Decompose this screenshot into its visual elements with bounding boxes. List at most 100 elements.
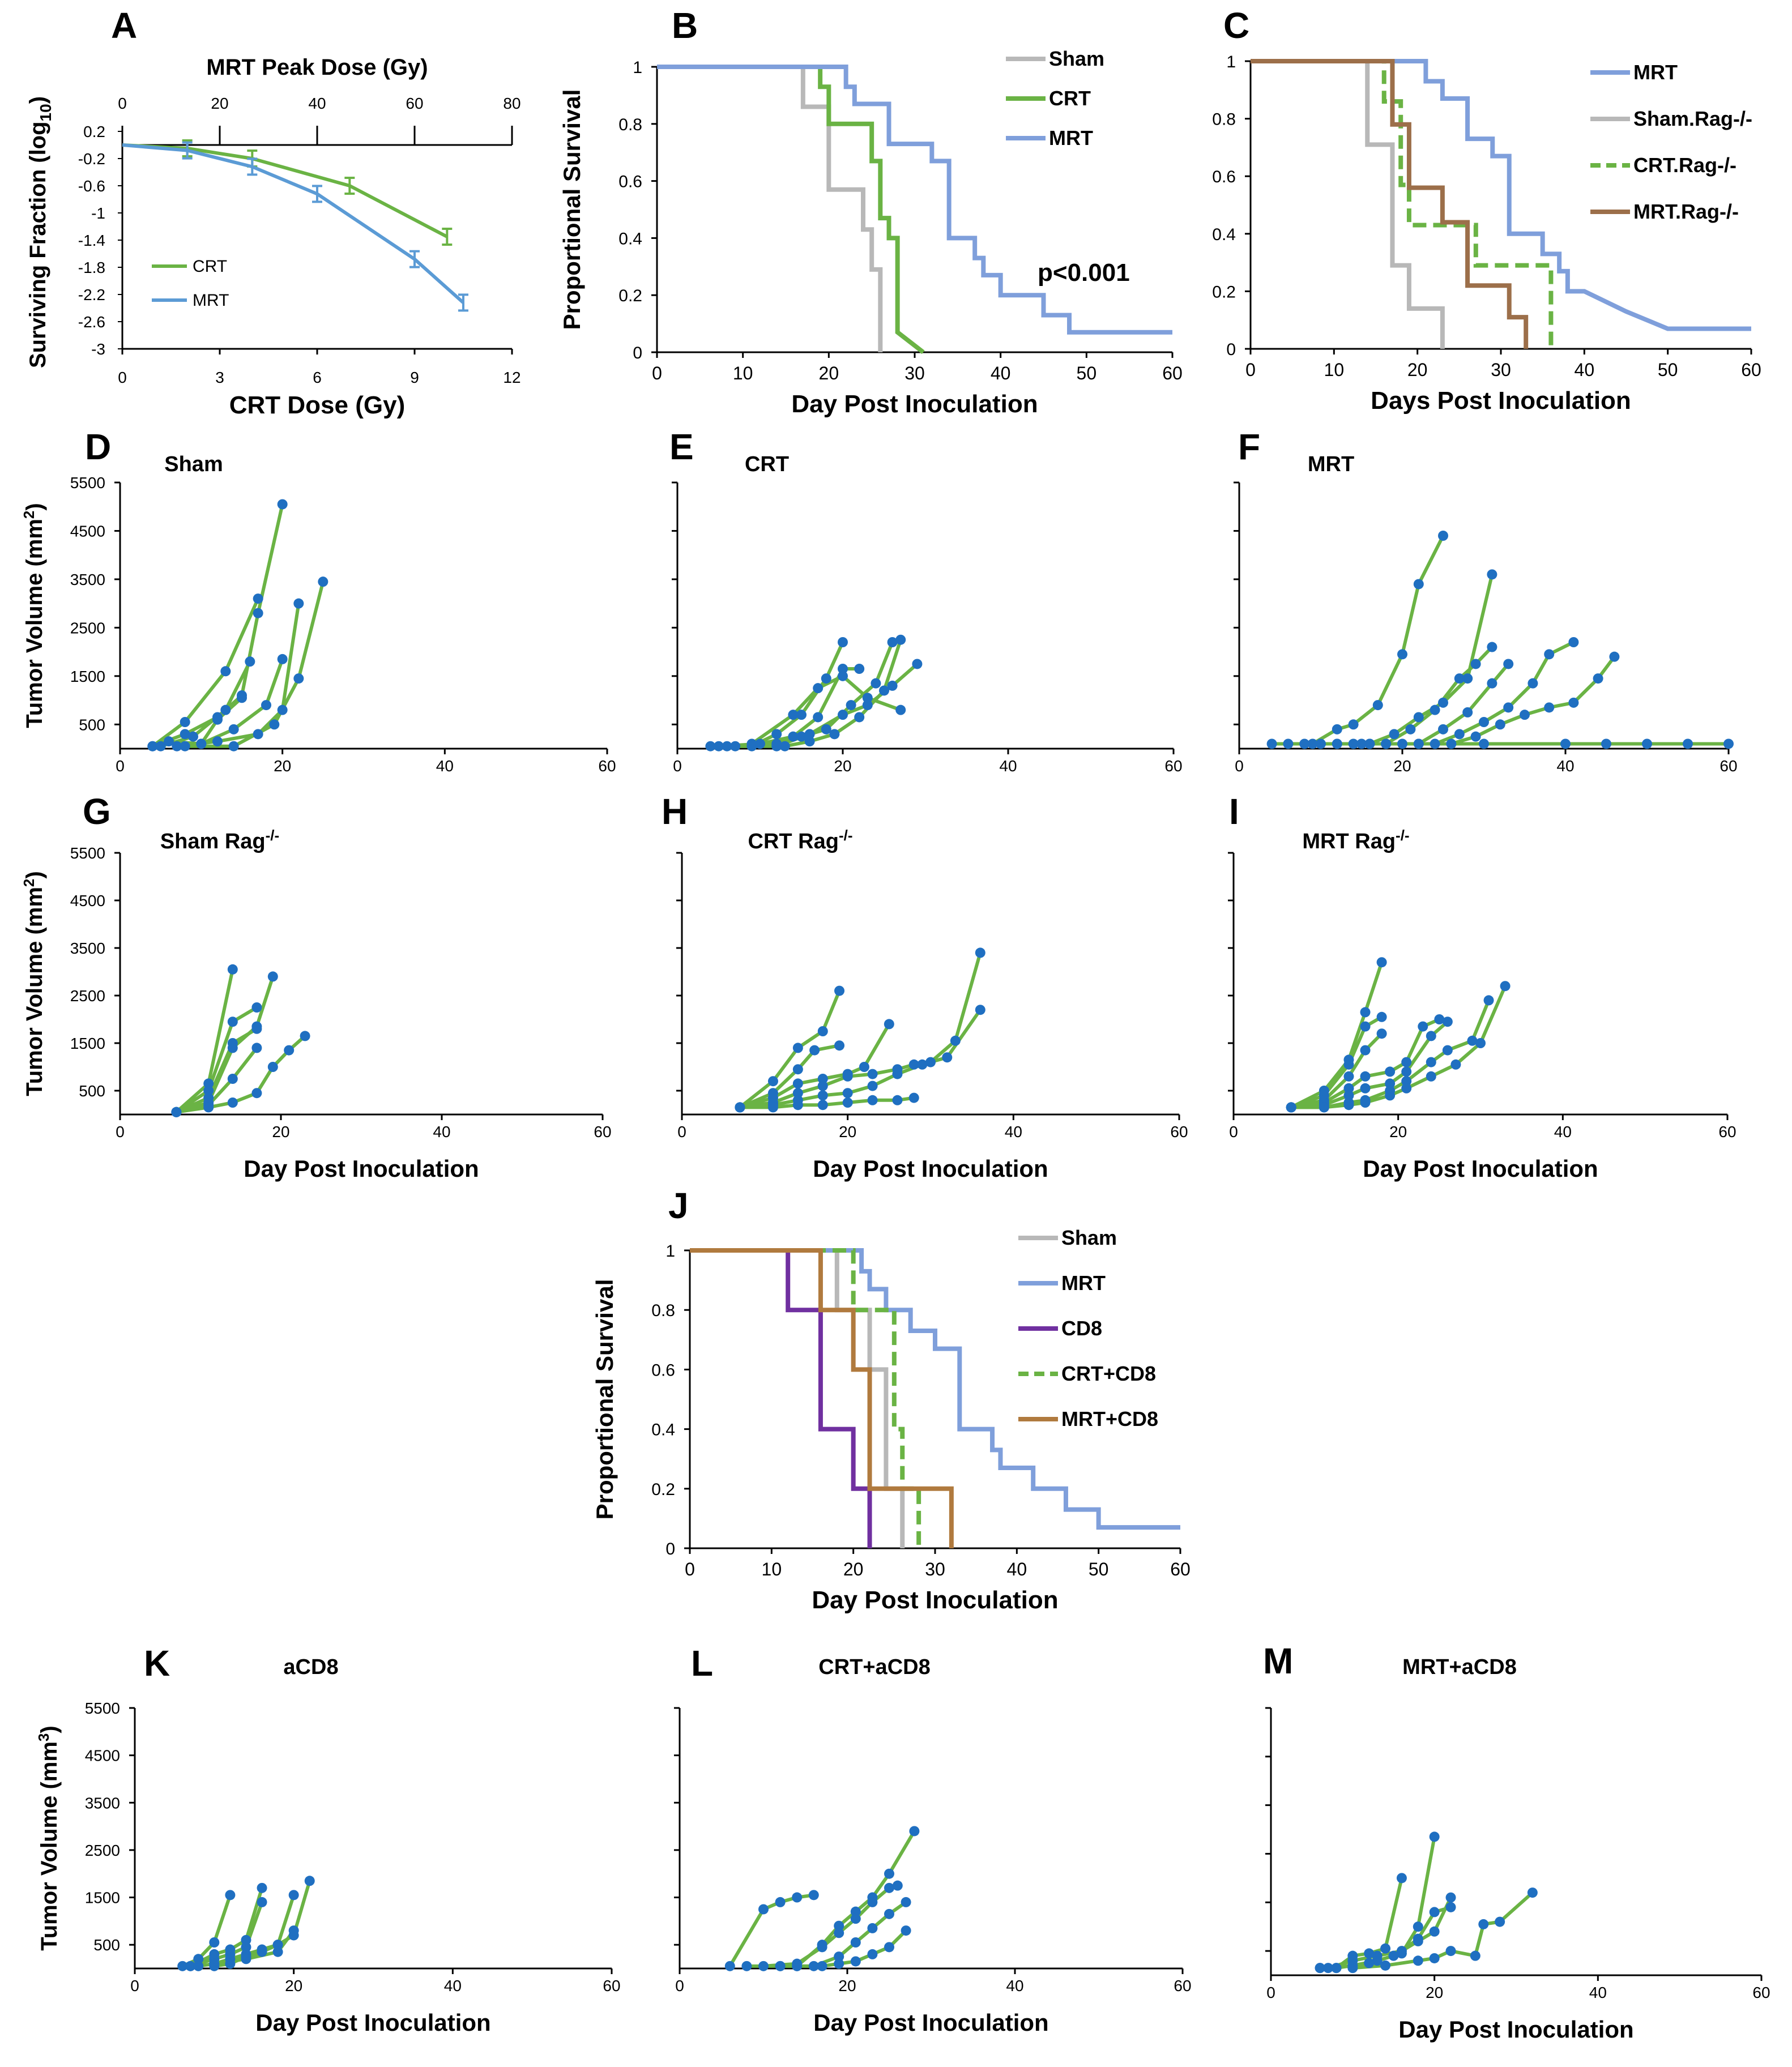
data-point <box>867 1095 878 1105</box>
data-point <box>1413 579 1424 590</box>
data-point <box>1401 1083 1412 1094</box>
km-curve-mrt-rag- <box>1251 59 1529 349</box>
x-tick-label: 60 <box>598 757 616 775</box>
data-point <box>1475 1038 1486 1048</box>
x-tick-label: 20 <box>843 1559 864 1579</box>
data-point <box>1478 1919 1489 1929</box>
data-point <box>1429 1831 1440 1842</box>
panel-letter-h: H <box>662 791 688 832</box>
panel-k-title: aCD8 <box>283 1655 338 1679</box>
tumor-growth-line <box>1353 640 1575 746</box>
km-curve-mrt-cd8 <box>690 1248 954 1548</box>
data-point <box>1442 1045 1453 1056</box>
data-point <box>1413 1921 1423 1932</box>
x-tick-label: 60 <box>1170 1559 1191 1579</box>
data-point <box>1331 1963 1342 1974</box>
panel-letter-b: B <box>672 5 698 46</box>
data-point <box>788 731 799 742</box>
data-point <box>253 729 263 740</box>
data-point <box>1683 738 1693 749</box>
data-point <box>871 678 881 689</box>
x-tick-label: 6 <box>313 369 322 386</box>
data-point <box>1560 738 1571 749</box>
data-point <box>193 1954 204 1964</box>
error-bar <box>247 157 258 176</box>
y-tick-label: 1 <box>665 1242 675 1261</box>
x-tick-label: 0 <box>677 1123 686 1141</box>
data-point <box>277 654 288 664</box>
data-point <box>1381 738 1392 749</box>
y-tick-label: 3500 <box>70 571 105 588</box>
data-point <box>1385 1066 1396 1077</box>
error-bar <box>312 185 322 203</box>
x-tick-label: 0 <box>675 1977 684 1995</box>
x-tick-label: 20 <box>819 363 839 383</box>
data-point <box>1601 738 1611 749</box>
data-point <box>164 736 174 747</box>
data-point <box>950 1035 961 1046</box>
y-tick-label: 1500 <box>70 668 105 685</box>
data-point <box>813 683 824 694</box>
data-point <box>792 1892 803 1903</box>
data-point <box>867 1949 878 1959</box>
data-point <box>1527 1887 1538 1898</box>
y-tick-label: -1.8 <box>78 259 105 276</box>
data-point <box>895 704 906 715</box>
panel-letter-f: F <box>1238 426 1261 467</box>
data-point <box>1467 1035 1478 1046</box>
data-point <box>862 700 873 711</box>
data-point <box>1283 738 1294 749</box>
data-point <box>834 1958 844 1969</box>
legend-label: CRT+CD8 <box>1061 1362 1156 1385</box>
data-point <box>901 1897 911 1907</box>
data-point <box>1470 731 1481 742</box>
data-point <box>1445 1946 1456 1957</box>
panel-i-x-axis-title: Day Post Inoculation <box>1363 1155 1598 1182</box>
panel-g-title: Sham Rag-/- <box>160 827 279 853</box>
km-curve-sham-rag- <box>1251 59 1445 349</box>
y-tick-label: 0.4 <box>1212 225 1236 244</box>
data-point <box>1430 738 1440 749</box>
data-point <box>1396 1946 1407 1957</box>
x-tick-label: 0 <box>1235 757 1244 775</box>
data-point <box>1376 1028 1387 1039</box>
data-point <box>850 1937 861 1948</box>
data-point <box>1503 659 1514 669</box>
data-point <box>879 685 889 696</box>
panel-letter-m: M <box>1263 1641 1294 1681</box>
y-tick-label: 5500 <box>85 1699 120 1717</box>
panel-letter-a: A <box>111 5 138 46</box>
y-tick-label: 0.8 <box>618 116 642 134</box>
x-tick-label: 3 <box>215 369 224 386</box>
data-point <box>842 1071 853 1082</box>
x-tick-label: 30 <box>925 1559 945 1579</box>
x-tick-label: 0 <box>1229 1123 1238 1141</box>
data-point <box>892 1069 903 1079</box>
data-point <box>735 1102 745 1113</box>
data-point <box>884 1942 894 1953</box>
data-point <box>1438 531 1448 541</box>
data-point <box>1364 1948 1375 1959</box>
panel-d-y-axis-title: Tumor Volume (mm2) <box>20 503 47 728</box>
x-tick-label: 40 <box>1554 1123 1572 1141</box>
x-tick-label: 60 <box>1170 1123 1188 1141</box>
data-point <box>792 1064 803 1075</box>
data-point <box>180 729 190 740</box>
top-tick-label: 20 <box>211 95 228 112</box>
data-point <box>1299 738 1310 749</box>
data-point <box>1446 738 1457 749</box>
legend-label: MRT <box>193 291 229 310</box>
y-tick-label: -0.6 <box>78 177 105 195</box>
tumor-growth-line <box>152 503 284 748</box>
km-curve-crt <box>657 65 925 355</box>
tumor-growth-line <box>1291 1018 1440 1109</box>
data-point <box>1487 642 1497 652</box>
x-tick-label: 20 <box>1407 360 1428 380</box>
data-point <box>1528 678 1538 689</box>
data-point <box>1479 717 1489 727</box>
data-point <box>792 1078 803 1089</box>
data-point <box>775 1961 786 1971</box>
data-point <box>1487 678 1497 689</box>
error-bar <box>409 250 420 268</box>
km-curve-cd8 <box>690 1248 872 1548</box>
